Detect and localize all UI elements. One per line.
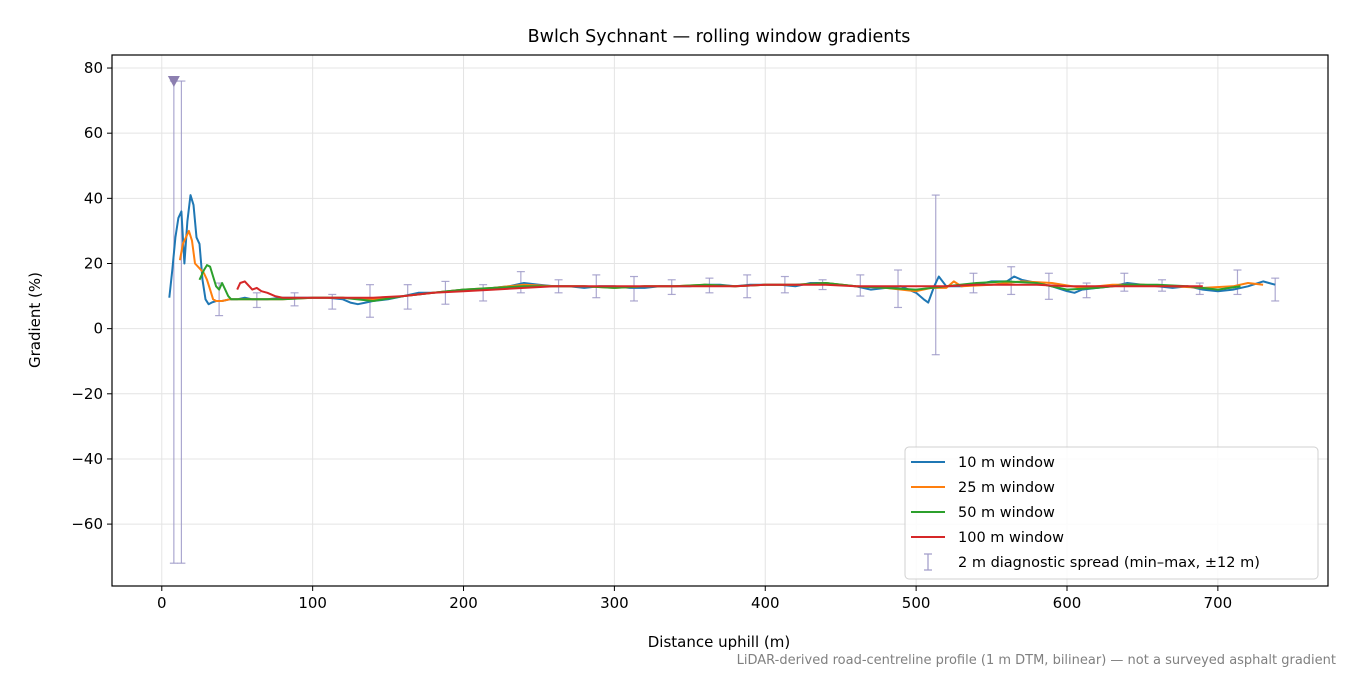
plot-series (167, 76, 1280, 564)
axis-ticks: 0 100 200 300 400 500 600 700 −60 −40 −20 0 20 40 60 80 (71, 59, 1232, 612)
x-tick-label: 0 (157, 594, 167, 612)
diagnostic-errorbar (1233, 269, 1242, 296)
x-tick-label: 600 (1053, 594, 1082, 612)
x-tick-label: 400 (751, 594, 780, 612)
x-tick-label: 300 (600, 594, 629, 612)
y-tick-label: 60 (84, 124, 103, 142)
legend-label: 10 m window (958, 455, 1055, 471)
y-tick-label: 80 (84, 59, 103, 77)
clip-marker (167, 76, 180, 88)
series-line (236, 280, 1203, 299)
diagnostic-errorbar (177, 80, 186, 564)
y-axis-label: Gradient (%) (26, 272, 44, 368)
diagnostic-errorbar (516, 271, 525, 294)
diagnostic-errorbar (479, 284, 488, 302)
y-tick-label: −20 (71, 385, 103, 403)
y-tick-label: 20 (84, 254, 103, 272)
legend-label: 25 m window (958, 480, 1055, 496)
diagnostic-errorbar (169, 80, 178, 564)
x-tick-label: 200 (449, 594, 478, 612)
footnote: LiDAR-derived road-centreline profile (1… (736, 653, 1336, 668)
series-line (168, 194, 1276, 306)
diagnostic-errorbar (328, 293, 337, 310)
legend: 10 m window 25 m window 50 m window 100 m w… (904, 446, 1319, 580)
x-tick-label: 700 (1204, 594, 1233, 612)
diagnostic-errorbar (403, 284, 412, 310)
chart-title: Bwlch Sychnant — rolling window gradient… (528, 27, 911, 47)
y-tick-label: −40 (71, 450, 103, 468)
legend-label: 50 m window (958, 505, 1055, 521)
plot-frame (111, 54, 1329, 587)
diagnostic-errorbar (1271, 277, 1280, 302)
y-tick-label: −60 (71, 515, 103, 533)
y-tick-label: 40 (84, 189, 103, 207)
y-tick-label: 0 (93, 320, 103, 338)
diagnostic-errorbar (931, 194, 940, 356)
diagnostic-errorbar (1007, 266, 1016, 296)
x-axis-label: Distance uphill (m) (648, 633, 790, 651)
legend-label: 100 m window (958, 530, 1064, 546)
legend-label: 2 m diagnostic spread (min–max, ±12 m) (958, 555, 1260, 571)
legend-box (904, 446, 1319, 580)
diagnostic-errorbar (1120, 272, 1129, 292)
x-tick-label: 500 (902, 594, 931, 612)
series-line (178, 229, 1264, 302)
x-tick-label: 100 (298, 594, 327, 612)
